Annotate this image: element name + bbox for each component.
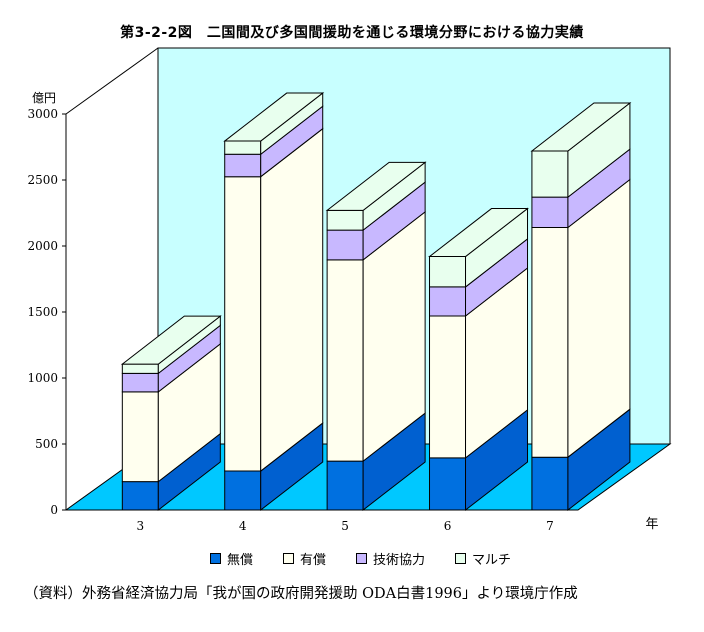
bar-segment-front-2 xyxy=(531,196,569,229)
legend-label-grant: 無償 xyxy=(227,553,254,568)
y-tick-label: 3000 xyxy=(27,107,58,121)
y-tick-label: 500 xyxy=(35,437,58,451)
top-edge-line xyxy=(65,47,159,115)
bar-segment-front-2 xyxy=(224,153,262,178)
bar-top-face xyxy=(120,315,222,365)
bar-segment-front-3 xyxy=(326,209,364,231)
x-tick-label: 5 xyxy=(341,519,349,533)
bar-segment-front-1 xyxy=(429,315,467,459)
y-tick-label: 1000 xyxy=(27,371,58,385)
legend-label-loan: 有償 xyxy=(300,553,327,568)
bar-segment-front-0 xyxy=(224,470,262,511)
bar-segment-front-1 xyxy=(531,227,569,458)
legend-item-multi: マルチ xyxy=(455,549,511,568)
bar-segment-front-3 xyxy=(531,150,569,198)
x-tick-label: 7 xyxy=(546,519,554,533)
y-tick-label: 2500 xyxy=(27,173,58,187)
source-note: （資料）外務省経済協力局「我が国の政府開発援助 ODA白書1996」より環境庁作… xyxy=(24,586,578,602)
bar-segment-front-1 xyxy=(121,391,159,483)
bar-segment-front-0 xyxy=(429,457,467,511)
x-tick-label: 4 xyxy=(239,519,247,533)
bar-segment-front-3 xyxy=(224,140,262,155)
bar-segment-front-0 xyxy=(531,456,569,511)
legend-label-multi: マルチ xyxy=(472,553,512,568)
legend-swatch-multi xyxy=(455,553,467,564)
x-tick-label: 3 xyxy=(136,519,144,533)
bar-segment-front-3 xyxy=(429,256,467,288)
legend: 無償 有償 技術協力 マルチ xyxy=(210,549,511,568)
bar-top-face xyxy=(428,208,529,258)
bar-segment-front-2 xyxy=(429,286,467,317)
bar-segment-front-1 xyxy=(326,259,364,462)
bar-segment-side-1 xyxy=(260,127,324,473)
legend-swatch-grant xyxy=(210,553,221,564)
bar-segment-side-1 xyxy=(567,178,631,459)
bar-top-face xyxy=(223,92,325,142)
bar-segment-front-1 xyxy=(224,176,262,472)
bar-segment-front-0 xyxy=(326,460,364,511)
legend-swatch-loan xyxy=(283,553,295,564)
y-tick-label: 1500 xyxy=(27,305,58,319)
x-axis-label: 年 xyxy=(645,517,658,532)
legend-swatch-tech xyxy=(356,553,368,564)
y-axis-label: 億円 xyxy=(32,91,56,105)
bar-segment-front-3 xyxy=(121,363,159,374)
bar-segment-front-2 xyxy=(326,229,364,261)
chart-title: 第3-2-2図 二国間及び多国間援助を通じる環境分野における協力実績 xyxy=(120,25,584,41)
y-tick-label: 0 xyxy=(50,503,58,517)
bar-segment-front-0 xyxy=(121,481,159,511)
legend-label-tech: 技術協力 xyxy=(373,553,426,568)
legend-item-tech: 技術協力 xyxy=(356,549,425,568)
legend-item-loan: 有償 xyxy=(283,549,326,568)
bar-top-face xyxy=(530,102,632,152)
bar-segment-front-2 xyxy=(121,372,159,393)
bar-top-face xyxy=(325,161,427,211)
y-tick-label: 2000 xyxy=(27,239,58,253)
legend-item-grant: 無償 xyxy=(210,549,253,568)
x-tick-label: 6 xyxy=(444,519,452,533)
